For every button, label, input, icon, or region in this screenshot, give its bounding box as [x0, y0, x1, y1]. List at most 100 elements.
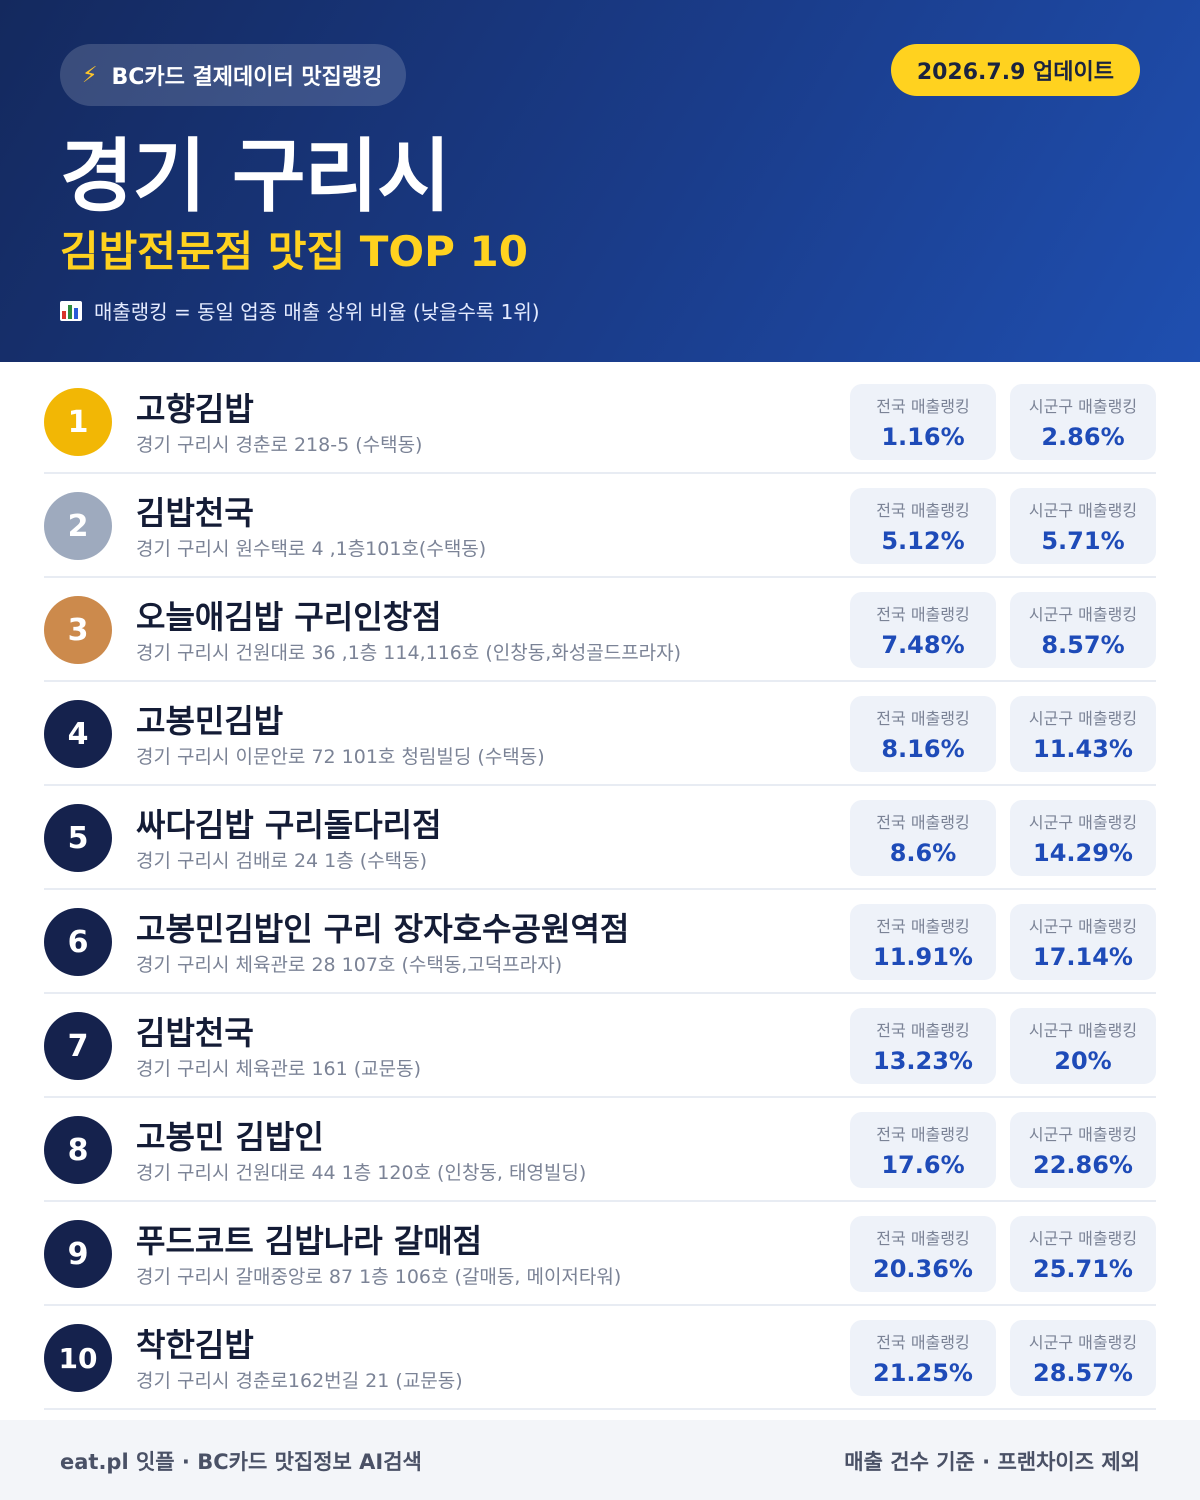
- national-ranking-value: 13.23%: [873, 1047, 973, 1075]
- national-ranking-label: 전국 매출랭킹: [876, 1021, 970, 1040]
- restaurant-address: 경기 구리시 건원대로 36 ,1층 114,116호 (인창동,화성골드프라자…: [136, 642, 682, 664]
- local-ranking-value: 28.57%: [1033, 1359, 1133, 1387]
- restaurant-address: 경기 구리시 체육관로 28 107호 (수택동,고덕프라자): [136, 954, 563, 976]
- local-ranking-label: 시군구 매출랭킹: [1028, 1125, 1138, 1144]
- local-ranking-card: 시군구 매출랭킹 8.57%: [1010, 592, 1156, 668]
- local-ranking-card: 시군구 매출랭킹 28.57%: [1010, 1320, 1156, 1396]
- national-ranking-card: 전국 매출랭킹 1.16%: [850, 384, 996, 460]
- rank-badge: 5: [44, 804, 112, 872]
- restaurant-name[interactable]: 푸드코트 김밥나라 갈매점: [136, 1222, 483, 1260]
- national-ranking-card: 전국 매출랭킹 11.91%: [850, 904, 996, 980]
- restaurant-name[interactable]: 오늘애김밥 구리인창점: [136, 598, 442, 636]
- source-badge: ⚡ BC카드 결제데이터 맛집랭킹: [60, 44, 407, 106]
- national-ranking-label: 전국 매출랭킹: [876, 1229, 970, 1248]
- rank-badge: 10: [44, 1324, 112, 1392]
- restaurant-address: 경기 구리시 이문안로 72 101호 청림빌딩 (수택동): [136, 746, 545, 768]
- restaurant-address: 경기 구리시 검배로 24 1층 (수택동): [136, 850, 428, 872]
- national-ranking-value: 8.16%: [881, 735, 965, 763]
- local-ranking-value: 22.86%: [1033, 1151, 1133, 1179]
- list-item[interactable]: 8 고봉민 김밥인 경기 구리시 건원대로 44 1층 120호 (인창동, 태…: [44, 1098, 1156, 1202]
- local-ranking-value: 25.71%: [1033, 1255, 1133, 1283]
- local-ranking-value: 17.14%: [1033, 943, 1133, 971]
- local-ranking-value: 2.86%: [1041, 423, 1125, 451]
- rank-badge: 7: [44, 1012, 112, 1080]
- restaurant-name[interactable]: 김밥천국: [136, 1014, 254, 1052]
- restaurant-address: 경기 구리시 갈매중앙로 87 1층 106호 (갈매동, 메이저타워): [136, 1266, 622, 1288]
- national-ranking-value: 7.48%: [881, 631, 965, 659]
- national-ranking-label: 전국 매출랭킹: [876, 397, 970, 416]
- local-ranking-label: 시군구 매출랭킹: [1028, 1333, 1138, 1352]
- update-badge: 2026.7.9 업데이트: [890, 44, 1140, 96]
- rank-badge: 4: [44, 700, 112, 768]
- list-item[interactable]: 6 고봉민김밥인 구리 장자호수공원역점 경기 구리시 체육관로 28 107호…: [44, 890, 1156, 994]
- list-item[interactable]: 9 푸드코트 김밥나라 갈매점 경기 구리시 갈매중앙로 87 1층 106호 …: [44, 1202, 1156, 1306]
- national-ranking-label: 전국 매출랭킹: [876, 813, 970, 832]
- local-ranking-card: 시군구 매출랭킹 11.43%: [1010, 696, 1156, 772]
- national-ranking-card: 전국 매출랭킹 20.36%: [850, 1216, 996, 1292]
- national-ranking-value: 8.6%: [889, 839, 957, 867]
- national-ranking-card: 전국 매출랭킹 8.16%: [850, 696, 996, 772]
- legend-note: 매출랭킹 = 동일 업종 매출 상위 비율 (낮을수록 1위): [60, 296, 540, 325]
- restaurant-address: 경기 구리시 원수택로 4 ,1층101호(수택동): [136, 538, 487, 560]
- local-ranking-value: 8.57%: [1041, 631, 1125, 659]
- bar-chart-icon: [60, 300, 82, 321]
- rank-badge: 2: [44, 492, 112, 560]
- list-item[interactable]: 1 고향김밥 경기 구리시 경춘로 218-5 (수택동) 전국 매출랭킹 1.…: [44, 370, 1156, 474]
- national-ranking-value: 11.91%: [873, 943, 973, 971]
- page-title: 경기 구리시: [60, 130, 451, 223]
- list-item[interactable]: 3 오늘애김밥 구리인창점 경기 구리시 건원대로 36 ,1층 114,116…: [44, 578, 1156, 682]
- list-item[interactable]: 4 고봉민김밥 경기 구리시 이문안로 72 101호 청림빌딩 (수택동) 전…: [44, 682, 1156, 786]
- restaurant-name[interactable]: 고봉민 김밥인: [136, 1118, 324, 1156]
- restaurant-name[interactable]: 고봉민김밥: [136, 702, 284, 740]
- local-ranking-label: 시군구 매출랭킹: [1028, 1021, 1138, 1040]
- ranking-list: 1 고향김밥 경기 구리시 경춘로 218-5 (수택동) 전국 매출랭킹 1.…: [44, 370, 1156, 1410]
- local-ranking-label: 시군구 매출랭킹: [1028, 501, 1138, 520]
- national-ranking-value: 5.12%: [881, 527, 965, 555]
- national-ranking-label: 전국 매출랭킹: [876, 1333, 970, 1352]
- rank-badge: 3: [44, 596, 112, 664]
- local-ranking-label: 시군구 매출랭킹: [1028, 605, 1138, 624]
- local-ranking-card: 시군구 매출랭킹 17.14%: [1010, 904, 1156, 980]
- local-ranking-card: 시군구 매출랭킹 14.29%: [1010, 800, 1156, 876]
- local-ranking-value: 5.71%: [1041, 527, 1125, 555]
- national-ranking-card: 전국 매출랭킹 21.25%: [850, 1320, 996, 1396]
- national-ranking-value: 20.36%: [873, 1255, 973, 1283]
- restaurant-name[interactable]: 고봉민김밥인 구리 장자호수공원역점: [136, 910, 630, 948]
- local-ranking-label: 시군구 매출랭킹: [1028, 1229, 1138, 1248]
- footer-source: eat.pl 잇플 · BC카드 맛집정보 AI검색: [60, 1450, 422, 1474]
- rank-badge: 1: [44, 388, 112, 456]
- national-ranking-card: 전국 매출랭킹 13.23%: [850, 1008, 996, 1084]
- local-ranking-label: 시군구 매출랭킹: [1028, 397, 1138, 416]
- restaurant-address: 경기 구리시 건원대로 44 1층 120호 (인창동, 태영빌딩): [136, 1162, 587, 1184]
- restaurant-name[interactable]: 김밥천국: [136, 494, 254, 532]
- national-ranking-card: 전국 매출랭킹 7.48%: [850, 592, 996, 668]
- footer: eat.pl 잇플 · BC카드 맛집정보 AI검색 매출 건수 기준 · 프랜…: [0, 1420, 1200, 1500]
- national-ranking-label: 전국 매출랭킹: [876, 1125, 970, 1144]
- list-item[interactable]: 7 김밥천국 경기 구리시 체육관로 161 (교문동) 전국 매출랭킹 13.…: [44, 994, 1156, 1098]
- list-item[interactable]: 5 싸다김밥 구리돌다리점 경기 구리시 검배로 24 1층 (수택동) 전국 …: [44, 786, 1156, 890]
- lightning-icon: ⚡: [82, 62, 98, 88]
- restaurant-address: 경기 구리시 경춘로162번길 21 (교문동): [136, 1370, 463, 1392]
- legend-text: 매출랭킹 = 동일 업종 매출 상위 비율 (낮을수록 1위): [94, 300, 540, 324]
- local-ranking-value: 20%: [1054, 1047, 1112, 1075]
- national-ranking-value: 21.25%: [873, 1359, 973, 1387]
- restaurant-name[interactable]: 고향김밥: [136, 390, 254, 428]
- footer-note: 매출 건수 기준 · 프랜차이즈 제외: [844, 1450, 1140, 1474]
- national-ranking-card: 전국 매출랭킹 17.6%: [850, 1112, 996, 1188]
- national-ranking-value: 1.16%: [881, 423, 965, 451]
- list-item[interactable]: 10 착한김밥 경기 구리시 경춘로162번길 21 (교문동) 전국 매출랭킹…: [44, 1306, 1156, 1410]
- national-ranking-card: 전국 매출랭킹 5.12%: [850, 488, 996, 564]
- restaurant-address: 경기 구리시 체육관로 161 (교문동): [136, 1058, 422, 1080]
- local-ranking-card: 시군구 매출랭킹 20%: [1010, 1008, 1156, 1084]
- national-ranking-card: 전국 매출랭킹 8.6%: [850, 800, 996, 876]
- local-ranking-card: 시군구 매출랭킹 22.86%: [1010, 1112, 1156, 1188]
- local-ranking-value: 14.29%: [1033, 839, 1133, 867]
- local-ranking-value: 11.43%: [1033, 735, 1133, 763]
- list-item[interactable]: 2 김밥천국 경기 구리시 원수택로 4 ,1층101호(수택동) 전국 매출랭…: [44, 474, 1156, 578]
- restaurant-address: 경기 구리시 경춘로 218-5 (수택동): [136, 434, 423, 456]
- rank-badge: 6: [44, 908, 112, 976]
- local-ranking-label: 시군구 매출랭킹: [1028, 813, 1138, 832]
- restaurant-name[interactable]: 싸다김밥 구리돌다리점: [136, 806, 442, 844]
- restaurant-name[interactable]: 착한김밥: [136, 1326, 254, 1364]
- local-ranking-card: 시군구 매출랭킹 2.86%: [1010, 384, 1156, 460]
